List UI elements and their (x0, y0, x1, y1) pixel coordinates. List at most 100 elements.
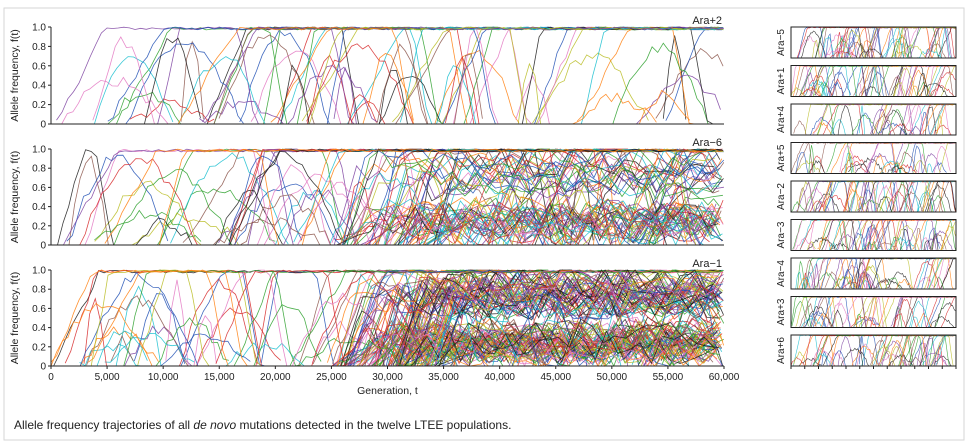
trajectory-line (876, 278, 892, 289)
panel-label: Ara−5 (776, 29, 787, 56)
trajectory-line (791, 86, 806, 97)
trajectory-line (165, 279, 189, 367)
y-axis-label: Allele frequency, f(t) (9, 29, 21, 122)
y-tick-label: 0 (40, 120, 46, 131)
trajectory-line (431, 290, 724, 367)
trajectory-line (794, 238, 815, 251)
trajectory-line (523, 181, 631, 246)
trajectory-line (863, 228, 884, 251)
x-tick-label: 35,000 (428, 372, 459, 383)
trajectory-line (384, 163, 722, 246)
trajectory-line (831, 78, 844, 97)
trajectory-line (837, 105, 854, 135)
trajectory-line (874, 184, 897, 213)
trajectory-line (871, 113, 896, 136)
trajectory-line (94, 209, 202, 242)
trajectory-line (795, 159, 821, 174)
trajectory-line (818, 195, 849, 213)
trajectory-line (860, 317, 881, 328)
trajectory-line (94, 56, 174, 125)
y-tick-label: 0.6 (32, 61, 46, 72)
panel-frame (790, 65, 957, 97)
trajectory-line (918, 153, 927, 174)
y-tick-label: 0.6 (32, 304, 46, 315)
y-tick-label: 1.0 (32, 145, 46, 156)
trajectory-line (913, 260, 941, 290)
panel-ara5: Ara−5 (776, 26, 957, 59)
trajectory-line (378, 76, 442, 124)
trajectory-line (898, 44, 927, 59)
trajectory-line (884, 38, 909, 59)
trajectory-line (801, 317, 823, 328)
trajectory-line (915, 276, 935, 290)
trajectory-line (124, 325, 193, 367)
trajectory-line (344, 148, 721, 245)
trajectory-line (861, 189, 877, 212)
x-tick-label: 60,000 (709, 372, 740, 383)
trajectory-line (893, 163, 918, 174)
trajectory-line (199, 100, 284, 125)
trajectory-line (212, 217, 326, 246)
trajectory-line (813, 103, 956, 136)
trajectory-line (891, 36, 913, 59)
trajectory-line (852, 316, 881, 328)
trajectory-line (263, 173, 372, 246)
trajectory-line (125, 42, 244, 125)
panel-ara2: Ara−2 (776, 180, 957, 213)
trajectory-line (329, 172, 443, 245)
trajectory-line (107, 91, 182, 125)
trajectories (51, 269, 724, 367)
trajectory-line (438, 164, 720, 246)
trajectory-line (893, 306, 903, 328)
trajectory-line (360, 330, 720, 367)
trajectory-line (213, 27, 299, 125)
trajectory-line (437, 306, 478, 364)
x-tick-label: 5,000 (95, 372, 120, 383)
trajectory-line (417, 213, 721, 246)
trajectory-line (393, 209, 720, 246)
trajectory-line (536, 189, 610, 244)
trajectory-line (931, 194, 946, 213)
trajectory-line (348, 94, 377, 125)
trajectory-line (449, 313, 547, 367)
trajectory-line (537, 282, 640, 367)
trajectory-line (857, 268, 872, 290)
panel-label: Ara−6 (692, 137, 722, 149)
trajectory-line (398, 278, 714, 367)
trajectory-line (876, 242, 898, 251)
y-tick-label: 0.4 (32, 202, 46, 213)
trajectory-line (888, 76, 905, 97)
trajectory-line (923, 185, 930, 213)
trajectory-line (856, 198, 885, 213)
trajectory-line (934, 70, 956, 97)
x-tick-label: 15,000 (204, 372, 235, 383)
trajectory-line (831, 309, 844, 328)
trajectory-line (213, 26, 439, 125)
trajectory-line (870, 240, 878, 251)
trajectory-line (144, 37, 201, 125)
trajectory-line (791, 200, 805, 212)
trajectory-line (840, 347, 869, 367)
trajectory-line (592, 334, 622, 367)
trajectory-line (918, 83, 948, 97)
trajectory-line (856, 265, 882, 290)
trajectory-line (228, 155, 302, 246)
trajectory-line (820, 296, 861, 328)
trajectory-line (177, 26, 425, 125)
x-tick-label: 30,000 (372, 372, 403, 383)
panel-frame (790, 296, 957, 328)
figure-caption: Allele frequency trajectories of all de … (14, 418, 511, 432)
trajectory-line (905, 296, 956, 328)
trajectory-line (402, 148, 718, 246)
trajectory-line (851, 114, 879, 136)
trajectory-line (929, 316, 955, 328)
trajectory-line (899, 239, 917, 251)
trajectory-line (414, 269, 718, 367)
trajectory-line (899, 228, 912, 251)
trajectory-line (457, 197, 498, 246)
trajectory-line (233, 269, 307, 367)
trajectory-line (404, 330, 719, 367)
trajectory-line (854, 195, 868, 213)
trajectory-line (822, 65, 853, 97)
trajectory-line (796, 181, 817, 213)
